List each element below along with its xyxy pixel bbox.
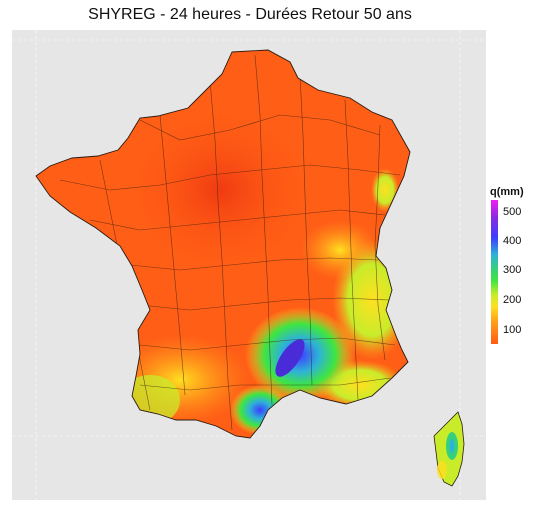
legend-title: q(mm) — [490, 186, 524, 198]
legend-tick-200: 200 — [503, 294, 522, 306]
legend-tick-100: 100 — [503, 324, 522, 336]
corsica — [433, 411, 465, 487]
legend-tick-400: 400 — [503, 235, 522, 247]
france-mainland — [35, 49, 411, 439]
legend-tick-500: 500 — [503, 206, 522, 218]
legend-tick-300: 300 — [503, 264, 522, 276]
legend-color-bar — [491, 200, 498, 344]
map-title: SHYREG - 24 heures - Durées Retour 50 an… — [88, 6, 412, 23]
